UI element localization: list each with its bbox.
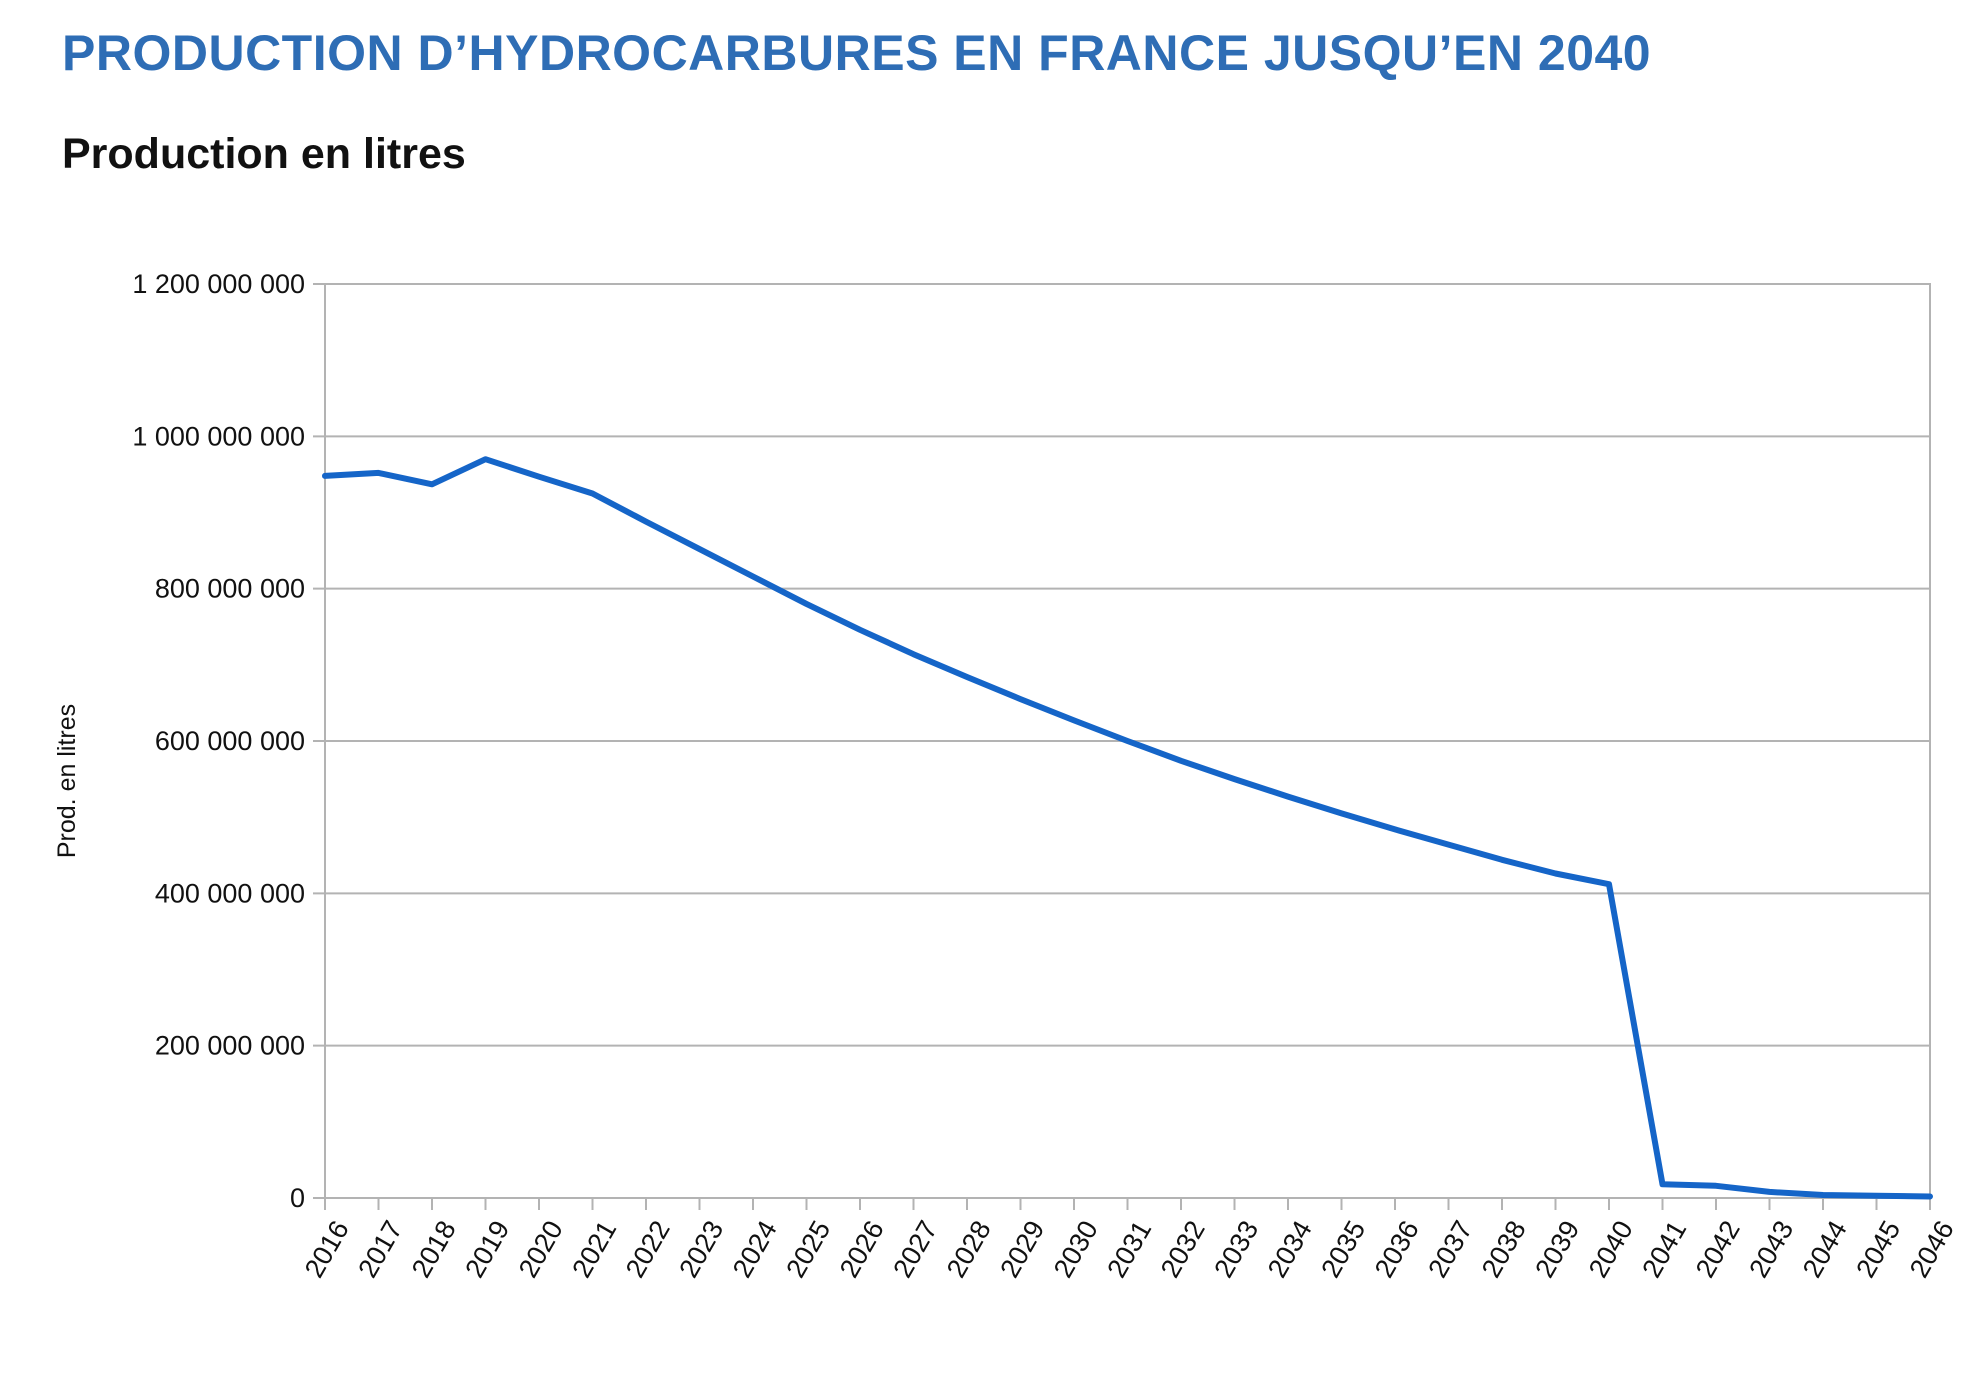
data-point bbox=[1232, 776, 1237, 782]
x-tick-label: 2044 bbox=[1797, 1216, 1853, 1283]
x-tick-label: 2021 bbox=[566, 1216, 622, 1283]
data-point bbox=[590, 490, 595, 496]
data-point bbox=[1553, 871, 1558, 877]
y-axis-label: Prod. en litres bbox=[53, 704, 81, 858]
data-point bbox=[804, 601, 809, 607]
x-tick-label: 2036 bbox=[1369, 1216, 1425, 1283]
data-point bbox=[750, 573, 756, 579]
x-axis-ticks: 2016201720182019202020212022202320242025… bbox=[299, 1198, 1960, 1283]
y-tick-label: 800 000 000 bbox=[155, 574, 305, 604]
x-tick-label: 2039 bbox=[1529, 1216, 1585, 1283]
data-point bbox=[1392, 826, 1398, 832]
data-point bbox=[1767, 1189, 1772, 1195]
data-points bbox=[322, 456, 1933, 1199]
data-point bbox=[1499, 857, 1505, 863]
y-tick-label: 0 bbox=[290, 1183, 305, 1213]
y-tick-label: 1 200 000 000 bbox=[132, 269, 305, 299]
x-tick-label: 2041 bbox=[1636, 1216, 1692, 1283]
x-tick-label: 2020 bbox=[513, 1216, 569, 1283]
x-tick-label: 2023 bbox=[673, 1216, 729, 1283]
y-tick-label: 200 000 000 bbox=[155, 1031, 305, 1061]
x-tick-label: 2026 bbox=[834, 1216, 890, 1283]
data-point bbox=[1071, 717, 1077, 723]
x-tick-label: 2030 bbox=[1048, 1216, 1104, 1283]
x-tick-label: 2038 bbox=[1476, 1216, 1532, 1283]
x-tick-label: 2024 bbox=[727, 1216, 783, 1283]
x-tick-label: 2016 bbox=[299, 1216, 355, 1283]
data-point bbox=[536, 474, 542, 480]
data-point bbox=[1446, 842, 1451, 848]
y-tick-label: 1 000 000 000 bbox=[132, 421, 305, 451]
y-tick-label: 400 000 000 bbox=[155, 878, 305, 908]
data-point bbox=[1713, 1183, 1719, 1189]
data-point bbox=[1178, 758, 1184, 764]
data-point bbox=[1660, 1181, 1665, 1187]
data-point bbox=[483, 456, 488, 462]
y-axis-ticks: 0 200 000 000 400 000 000 600 000 000 800 00… bbox=[132, 269, 305, 1213]
x-tick-label: 2040 bbox=[1583, 1216, 1639, 1283]
x-tick-label: 2034 bbox=[1262, 1216, 1318, 1283]
x-tick-label: 2022 bbox=[620, 1216, 676, 1283]
data-point bbox=[429, 481, 435, 487]
data-point bbox=[911, 651, 916, 657]
data-point bbox=[1285, 794, 1291, 800]
data-point bbox=[643, 519, 649, 525]
data-point bbox=[1927, 1193, 1933, 1199]
x-tick-label: 2037 bbox=[1422, 1216, 1478, 1283]
data-point bbox=[322, 473, 328, 479]
data-point bbox=[964, 674, 970, 680]
data-point bbox=[1339, 810, 1344, 816]
x-tick-label: 2028 bbox=[941, 1216, 997, 1283]
x-tick-label: 2025 bbox=[780, 1216, 836, 1283]
page-title: PRODUCTION D’HYDROCARBURES EN FRANCE JUS… bbox=[62, 25, 1652, 81]
x-tick-label: 2018 bbox=[406, 1216, 462, 1283]
x-tick-label: 2032 bbox=[1155, 1216, 1211, 1283]
data-point bbox=[1018, 696, 1023, 702]
data-point bbox=[376, 470, 381, 476]
series-line bbox=[322, 456, 1933, 1200]
chart-title: Production en litres bbox=[62, 130, 466, 178]
x-tick-label: 2027 bbox=[887, 1216, 943, 1283]
x-tick-label: 2045 bbox=[1850, 1216, 1906, 1283]
data-point bbox=[697, 546, 702, 552]
x-tick-label: 2042 bbox=[1690, 1216, 1746, 1283]
x-tick-label: 2043 bbox=[1743, 1216, 1799, 1283]
x-tick-label: 2019 bbox=[459, 1216, 515, 1283]
x-tick-label: 2033 bbox=[1208, 1216, 1264, 1283]
x-tick-label: 2029 bbox=[994, 1216, 1050, 1283]
x-tick-label: 2017 bbox=[352, 1216, 408, 1283]
data-point bbox=[1820, 1192, 1826, 1198]
data-point bbox=[1125, 738, 1130, 744]
x-tick-label: 2031 bbox=[1101, 1216, 1157, 1283]
data-point bbox=[857, 627, 863, 633]
x-tick-label: 2035 bbox=[1315, 1216, 1371, 1283]
x-tick-label: 2046 bbox=[1904, 1216, 1960, 1283]
data-point bbox=[1874, 1193, 1879, 1199]
data-point bbox=[1606, 881, 1612, 887]
y-tick-label: 600 000 000 bbox=[155, 726, 305, 756]
